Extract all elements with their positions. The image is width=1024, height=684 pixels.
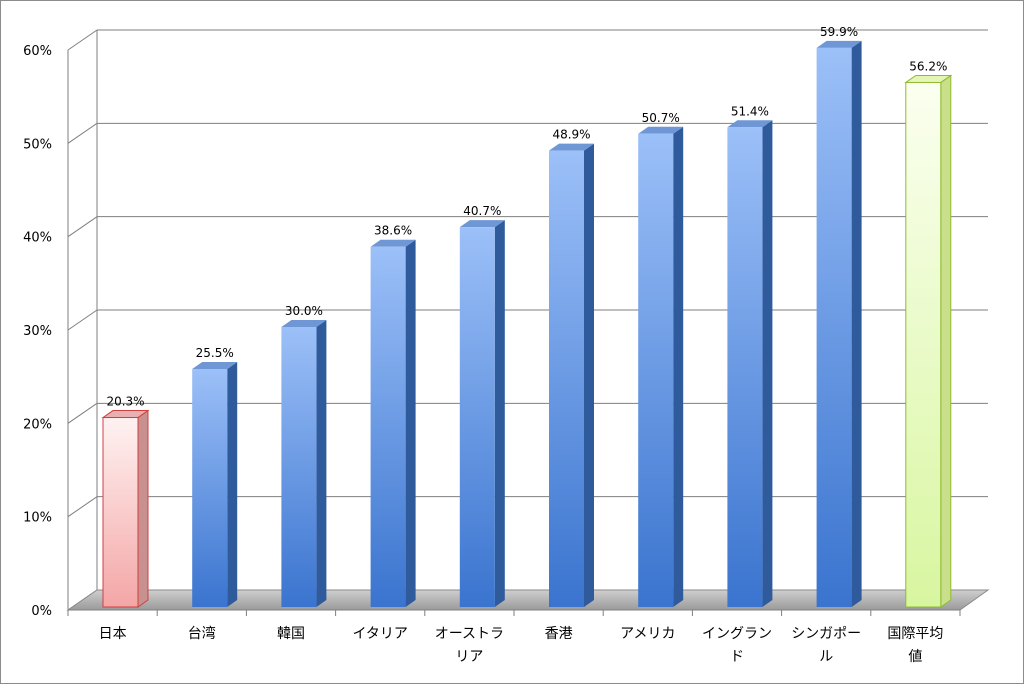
bar-front	[638, 133, 674, 608]
x-category-label: 香港	[545, 626, 573, 642]
bar-front	[102, 417, 139, 608]
bar-front	[905, 81, 942, 608]
data-label: 38.6%	[374, 224, 412, 238]
y-tick-label: 10%	[23, 511, 52, 526]
bar-side	[405, 239, 416, 607]
bar-front	[370, 246, 406, 607]
bar-top	[816, 40, 862, 48]
bar-front	[281, 327, 317, 607]
bar	[549, 143, 594, 607]
bar-front	[549, 150, 584, 607]
bar-side	[227, 362, 238, 607]
data-label: 51.4%	[731, 104, 769, 118]
bar-side	[584, 143, 594, 607]
y-tick-label: 40%	[23, 231, 52, 246]
y-tick-label: 20%	[23, 417, 52, 432]
bar	[459, 220, 505, 607]
bar-layer	[101, 40, 953, 608]
bar-side	[762, 120, 773, 608]
x-category-label: 国際平均	[887, 626, 943, 642]
bar-top	[370, 239, 416, 247]
x-category-label: ル	[819, 649, 833, 665]
x-category-label: オーストラ	[435, 626, 504, 642]
side-wall-gridline	[67, 29, 98, 51]
bar-top	[281, 320, 327, 327]
data-label: 25.5%	[196, 346, 234, 360]
bar-top	[549, 143, 594, 151]
bar	[192, 362, 238, 607]
bar	[638, 126, 684, 608]
y-tick-label: 50%	[23, 137, 52, 152]
x-category-label: 日本	[99, 626, 127, 642]
x-category-label: アメリカ	[620, 626, 675, 642]
bar-top	[192, 362, 238, 369]
x-category-label: リア	[455, 649, 483, 665]
y-tick-label: 30%	[23, 324, 52, 339]
side-wall-gridline	[67, 309, 98, 331]
x-category-label: 値	[908, 649, 922, 665]
x-category-label: 台湾	[188, 625, 216, 642]
side-wall-gridline	[67, 216, 98, 238]
side-wall-gridline	[67, 122, 98, 144]
bar	[904, 74, 953, 608]
bar-side	[673, 126, 684, 608]
bar-side	[940, 74, 952, 608]
bar	[281, 320, 327, 607]
x-category-label: 韓国	[277, 626, 305, 642]
bar-side	[316, 320, 327, 607]
x-category-label: イタリア	[352, 626, 407, 642]
bar-top	[459, 220, 505, 228]
data-label: 56.2%	[909, 59, 947, 73]
bar-side	[137, 409, 149, 608]
bar	[816, 40, 862, 607]
bar	[101, 409, 150, 608]
y-tick-label: 60%	[23, 44, 52, 59]
bar-front	[816, 47, 852, 607]
bar-front	[459, 227, 495, 607]
bar-front	[192, 369, 228, 607]
data-label: 30.0%	[285, 304, 323, 318]
bar	[370, 239, 416, 607]
bar-side	[851, 40, 862, 607]
bar-side	[494, 220, 505, 607]
bar-front	[727, 127, 763, 608]
x-category-label: イングラン	[702, 626, 772, 642]
label-layer: 20.3% 日本 25.5% 台湾 30.0% 韓国 38.6% イタリア 40.7% オーストラ…	[99, 25, 948, 665]
data-label: 59.9%	[820, 25, 858, 39]
side-wall-gridline	[67, 496, 98, 518]
data-label: 50.7%	[642, 111, 680, 125]
y-tick-label: 0%	[31, 604, 52, 619]
bar	[727, 120, 773, 608]
data-label: 40.7%	[463, 204, 501, 218]
bar-top	[638, 126, 684, 134]
bar-top	[727, 120, 773, 128]
side-wall-gridline	[67, 402, 98, 424]
x-category-label: ド	[730, 649, 744, 665]
x-category-label: シンガポー	[791, 626, 861, 642]
data-label: 20.3%	[106, 395, 144, 409]
data-label: 48.9%	[552, 128, 590, 142]
